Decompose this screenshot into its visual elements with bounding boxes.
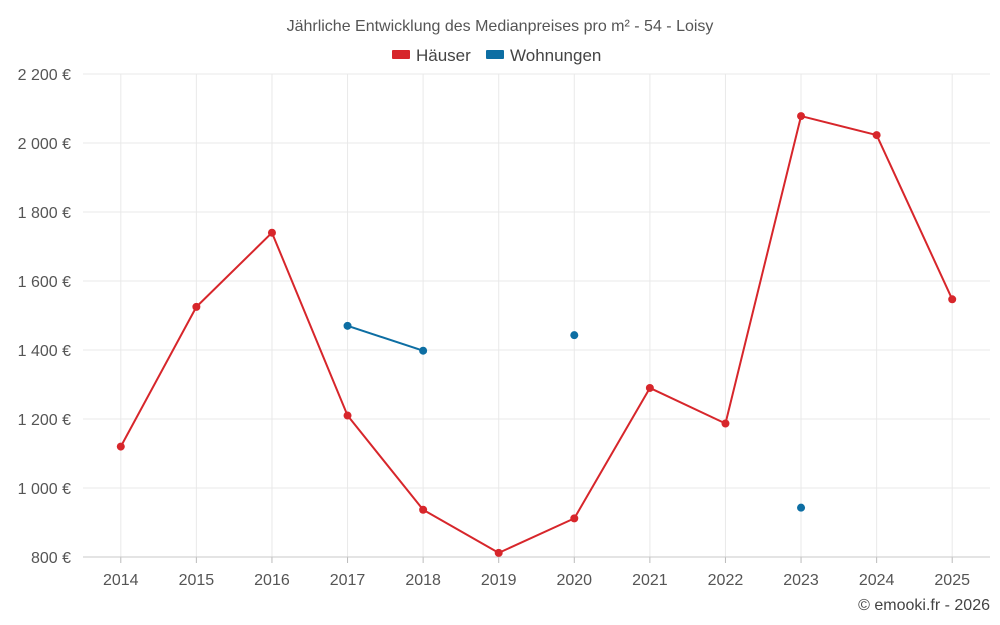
series-layer — [116, 112, 957, 557]
y-tick-label: 1 200 € — [18, 412, 71, 429]
legend-item-houses[interactable]: Häuser — [392, 46, 471, 65]
data-point-apartments[interactable] — [343, 321, 352, 330]
x-tick-label: 2015 — [179, 572, 215, 589]
x-tick-label: 2014 — [103, 572, 139, 589]
grid — [83, 73, 990, 558]
x-tick-label: 2025 — [934, 572, 970, 589]
x-tick-label: 2017 — [330, 572, 366, 589]
x-tick-label: 2019 — [481, 572, 517, 589]
x-tick-label: 2021 — [632, 572, 668, 589]
x-tick-label: 2023 — [783, 572, 819, 589]
x-axis: 2014 2015 2016 2017 2018 2019 2020 2021 2022 2023… — [83, 556, 990, 589]
data-point-houses[interactable] — [721, 419, 730, 428]
y-axis: 800 € 1 000 € 1 200 € 1 400 € 1 600 € 1 800 €… — [18, 67, 71, 567]
chart-title: Jährliche Entwicklung des Medianpreises … — [287, 18, 714, 35]
data-point-houses[interactable] — [192, 302, 201, 311]
data-point-houses[interactable] — [116, 442, 125, 451]
data-point-houses[interactable] — [419, 505, 428, 514]
credit-text: © emooki.fr - 2026 — [858, 597, 990, 614]
data-point-apartments[interactable] — [419, 346, 428, 355]
y-tick-label: 1 800 € — [18, 205, 71, 222]
data-point-houses[interactable] — [797, 112, 806, 121]
x-tick-label: 2024 — [859, 572, 895, 589]
legend-label-houses: Häuser — [416, 46, 471, 65]
data-point-apartments[interactable] — [570, 331, 579, 340]
y-tick-label: 1 000 € — [18, 481, 71, 498]
data-point-houses[interactable] — [343, 411, 352, 420]
legend-label-apartments: Wohnungen — [510, 46, 601, 65]
data-point-apartments[interactable] — [797, 503, 806, 512]
legend: Häuser Wohnungen — [392, 46, 601, 65]
legend-swatch-apartments — [486, 50, 504, 59]
data-point-houses[interactable] — [872, 131, 881, 140]
legend-item-apartments[interactable]: Wohnungen — [486, 46, 601, 65]
y-tick-label: 2 200 € — [18, 67, 71, 84]
legend-swatch-houses — [392, 50, 410, 59]
data-point-houses[interactable] — [494, 548, 503, 557]
series-line-houses — [119, 115, 954, 554]
data-point-houses[interactable] — [267, 228, 276, 237]
series-line-apartments — [347, 324, 424, 352]
y-tick-label: 1 600 € — [18, 274, 71, 291]
x-tick-label: 2016 — [254, 572, 290, 589]
x-tick-label: 2020 — [556, 572, 592, 589]
x-tick-label: 2022 — [708, 572, 744, 589]
y-tick-label: 1 400 € — [18, 343, 71, 360]
y-tick-label: 2 000 € — [18, 136, 71, 153]
y-tick-label: 800 € — [31, 550, 71, 567]
x-tick-label: 2018 — [405, 572, 441, 589]
data-point-houses[interactable] — [645, 383, 654, 392]
data-point-houses[interactable] — [948, 295, 957, 304]
data-point-houses[interactable] — [570, 514, 579, 523]
